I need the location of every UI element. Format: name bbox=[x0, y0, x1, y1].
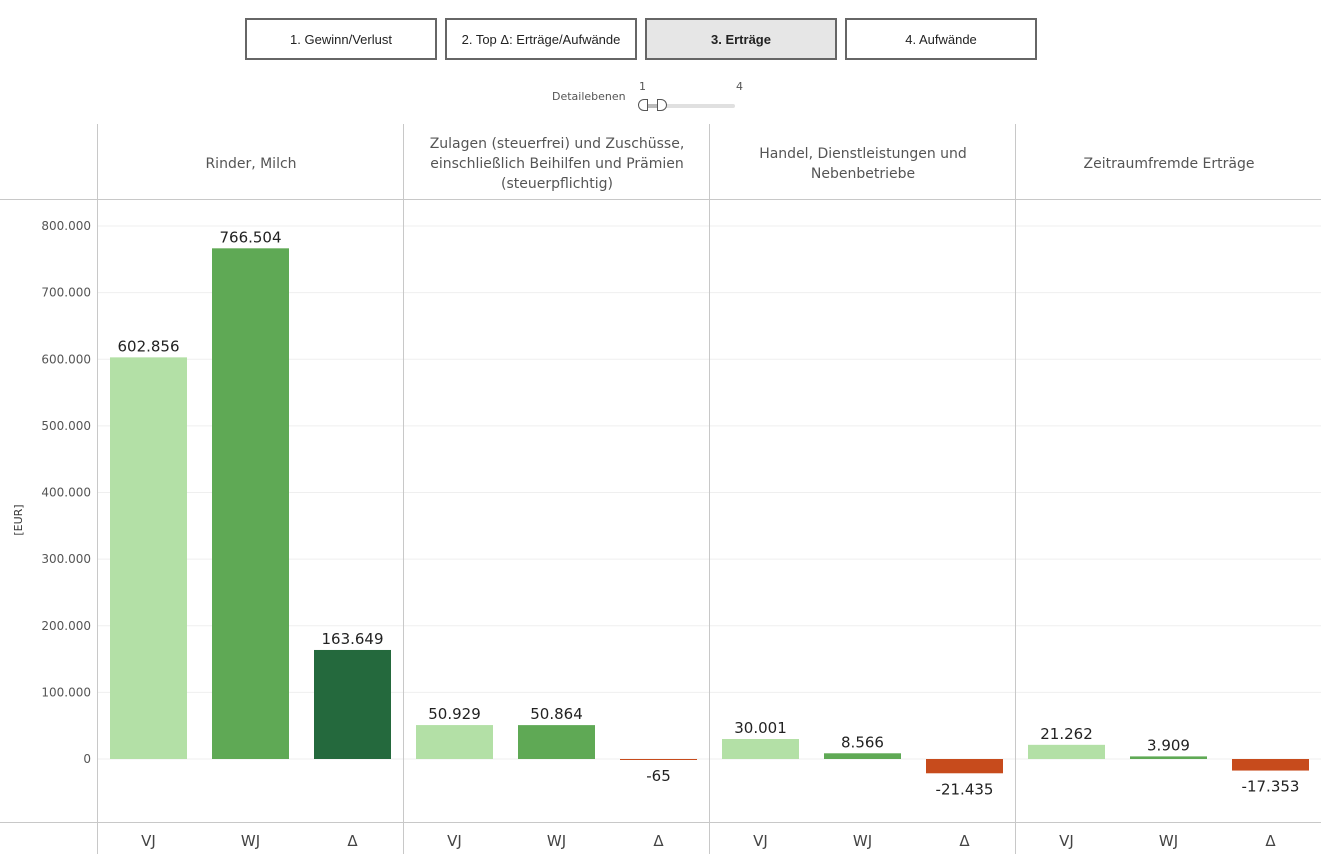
data-label: -17.353 bbox=[1242, 778, 1300, 796]
data-label: -21.435 bbox=[936, 780, 994, 798]
panel-title: Zeitraumfremde Erträge bbox=[1084, 156, 1255, 172]
x-category-label: WJ bbox=[1159, 832, 1178, 850]
bar bbox=[518, 725, 595, 759]
y-axis-label: [EUR] bbox=[12, 504, 25, 535]
y-tick-label: 800.000 bbox=[41, 219, 91, 233]
data-label: 50.864 bbox=[530, 705, 583, 723]
x-category-label: Δ bbox=[959, 832, 970, 850]
data-label: 30.001 bbox=[734, 719, 787, 737]
nav-ertraege-button[interactable]: 3. Erträge bbox=[645, 18, 837, 60]
data-label: 3.909 bbox=[1147, 736, 1190, 754]
x-category-label: VJ bbox=[753, 832, 768, 850]
slider-min-label: 1 bbox=[639, 80, 646, 93]
x-category-label: WJ bbox=[547, 832, 566, 850]
x-category-label: VJ bbox=[447, 832, 462, 850]
y-tick-label: 600.000 bbox=[41, 352, 91, 366]
bar bbox=[212, 248, 289, 759]
data-label: 8.566 bbox=[841, 733, 884, 751]
y-tick-label: 300.000 bbox=[41, 552, 91, 566]
slider-fill bbox=[640, 104, 665, 108]
panel-title: Rinder, Milch bbox=[205, 156, 296, 172]
data-label: 766.504 bbox=[219, 228, 281, 246]
slider-max-label: 4 bbox=[736, 80, 743, 93]
x-category-label: VJ bbox=[1059, 832, 1074, 850]
slider-thumb-high[interactable] bbox=[657, 99, 667, 111]
x-category-label: VJ bbox=[141, 832, 156, 850]
slider-label: Detailebenen bbox=[552, 90, 626, 103]
x-category-label: Δ bbox=[1265, 832, 1276, 850]
y-tick-label: 0 bbox=[83, 752, 91, 766]
y-tick-label: 700.000 bbox=[41, 286, 91, 300]
bar bbox=[824, 753, 901, 759]
data-label: 50.929 bbox=[428, 705, 481, 723]
bar bbox=[722, 739, 799, 759]
slider-thumb-low[interactable] bbox=[638, 99, 648, 111]
panel-title: Handel, Dienstleistungen und Nebenbetrieb… bbox=[759, 146, 967, 182]
nav-gewinn-verlust-button[interactable]: 1. Gewinn/Verlust bbox=[245, 18, 437, 60]
bar bbox=[1232, 759, 1309, 771]
y-tick-label: 200.000 bbox=[41, 619, 91, 633]
data-label: -65 bbox=[646, 767, 671, 785]
bar bbox=[926, 759, 1003, 774]
bar bbox=[110, 357, 187, 759]
panel-title: Zulagen (steuerfrei) und Zuschüsse, einsc… bbox=[430, 136, 685, 192]
bar bbox=[620, 759, 697, 760]
x-category-label: Δ bbox=[653, 832, 664, 850]
x-category-label: Δ bbox=[347, 832, 358, 850]
nav-aufwaende-button[interactable]: 4. Aufwände bbox=[845, 18, 1037, 60]
y-tick-label: 100.000 bbox=[41, 685, 91, 699]
bar bbox=[314, 649, 391, 759]
data-label: 163.649 bbox=[321, 630, 383, 648]
y-tick-label: 500.000 bbox=[41, 419, 91, 433]
detail-level-slider[interactable] bbox=[640, 104, 735, 108]
nav-top-delta-button[interactable]: 2. Top Δ: Erträge/Aufwände bbox=[445, 18, 637, 60]
bar bbox=[1028, 744, 1105, 759]
data-label: 602.856 bbox=[117, 337, 179, 355]
data-label: 21.262 bbox=[1040, 725, 1093, 743]
bar bbox=[1130, 756, 1207, 759]
x-category-label: WJ bbox=[241, 832, 260, 850]
x-category-label: WJ bbox=[853, 832, 872, 850]
y-tick-label: 400.000 bbox=[41, 486, 91, 500]
bar bbox=[416, 725, 493, 759]
